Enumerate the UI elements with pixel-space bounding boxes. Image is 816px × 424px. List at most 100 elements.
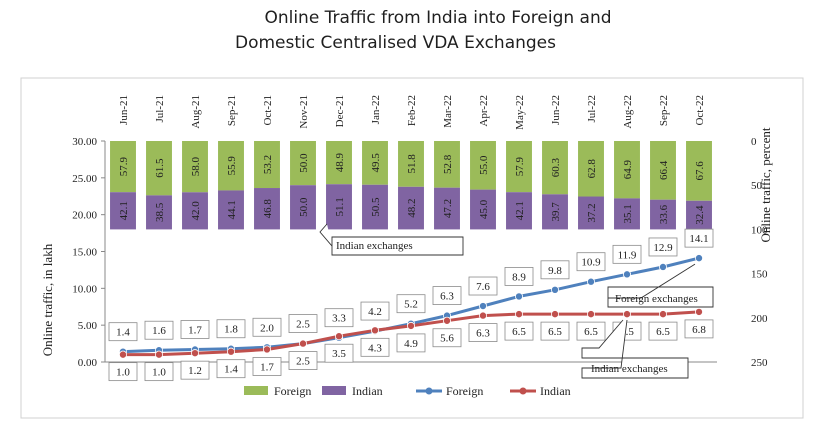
- left-tick-label: 0.00: [78, 357, 98, 369]
- bar-foreign-share: [686, 141, 712, 201]
- bar-label-foreign: 62.8: [586, 159, 598, 179]
- bar-indian-share: [650, 199, 676, 230]
- bar-label-foreign: 52.8: [442, 154, 454, 174]
- value-label-box: [504, 267, 534, 286]
- category-label: Oct-21: [262, 95, 274, 126]
- value-label-box: [288, 314, 318, 333]
- value-label: 6.5: [512, 326, 526, 338]
- value-label-box: [432, 328, 462, 348]
- legend-swatch-bar: [322, 386, 346, 395]
- line-point: [406, 321, 415, 330]
- value-label-box: [288, 351, 318, 370]
- bar-label-foreign: 66.4: [658, 160, 670, 180]
- category-label: Sep-21: [226, 95, 238, 126]
- value-label: 1.6: [152, 325, 166, 337]
- value-label: 5.2: [404, 299, 418, 311]
- line-point: [587, 277, 596, 286]
- bar-label-foreign: 50.0: [298, 153, 310, 173]
- bars-group: 57.9 42.1 Jun-21 61.5 38.5 Jul-21 58.0 42.0 Aug-…: [110, 95, 712, 230]
- line-point: [119, 350, 128, 359]
- bar-label-indian: 48.2: [406, 198, 418, 217]
- bar-label-foreign: 58.0: [190, 157, 202, 177]
- category-label: Jan-22: [370, 95, 382, 124]
- category-label: Sep-22: [658, 95, 670, 126]
- bar-label-indian: 42.0: [190, 201, 202, 221]
- left-tick-label: 10.00: [72, 283, 97, 295]
- value-label-box: [108, 322, 138, 342]
- line-point: [515, 310, 524, 319]
- value-label: 6.3: [440, 291, 454, 303]
- value-label: 11.9: [618, 249, 637, 261]
- bar-indian-share: [110, 192, 136, 230]
- value-label-box: [324, 308, 354, 328]
- value-label: 8.9: [512, 271, 526, 283]
- right-tick-label: 50: [751, 180, 763, 192]
- category-label: Mar-22: [442, 95, 454, 128]
- value-label-box: [180, 320, 210, 339]
- line-point: [190, 349, 199, 358]
- value-label: 3.3: [332, 313, 346, 325]
- value-label-box: [648, 321, 678, 341]
- bar-label-foreign: 55.0: [478, 155, 490, 175]
- value-label-box: [324, 343, 354, 363]
- value-label: 6.5: [548, 326, 562, 338]
- bar-indian-share: [542, 194, 568, 230]
- line-point: [442, 316, 451, 325]
- right-axis-title: Online traffic, percent: [758, 127, 773, 242]
- bar-indian-share: [290, 185, 316, 230]
- category-label: Jun-21: [118, 95, 130, 125]
- line-point: [587, 310, 596, 319]
- category-label: Dec-21: [334, 95, 346, 127]
- legend-swatch-marker: [425, 387, 433, 395]
- line-point: [298, 339, 307, 348]
- value-label-box: [468, 323, 498, 342]
- callout-foreign-line: [607, 263, 714, 308]
- value-label-box: [360, 337, 390, 357]
- callout-indian-bars: [319, 223, 464, 256]
- bar-label-indian: 32.4: [694, 205, 706, 225]
- category-label: Jun-22: [550, 95, 562, 125]
- line-point: [659, 310, 668, 319]
- value-label-box: [396, 333, 426, 353]
- bar-label-indian: 35.1: [622, 204, 634, 223]
- bar-label-indian: 44.1: [226, 200, 238, 219]
- value-label: 1.7: [260, 361, 274, 373]
- value-label: 3.5: [332, 348, 346, 360]
- bar-label-indian: 38.5: [154, 202, 166, 222]
- legend-label: Indian: [352, 384, 383, 398]
- value-label: 9.8: [548, 265, 562, 277]
- category-label: Jul-22: [586, 95, 598, 123]
- value-label: 4.3: [368, 342, 382, 354]
- bar-label-indian: 51.1: [334, 197, 346, 216]
- callout-text-indian-bars: Indian exchanges: [336, 240, 413, 252]
- value-label-box: [540, 260, 570, 280]
- bar-label-indian: 42.1: [514, 201, 526, 220]
- value-label-box: [144, 362, 174, 382]
- value-label-box: [252, 317, 282, 337]
- bar-label-indian: 37.2: [586, 203, 598, 222]
- value-label: 1.2: [188, 365, 202, 377]
- value-label-box: [684, 228, 714, 248]
- bar-indian-share: [614, 198, 640, 230]
- line-point: [154, 350, 163, 359]
- legend-group: Foreign Indian Foreign Indian: [244, 384, 571, 398]
- value-label: 7.6: [476, 281, 490, 293]
- right-tick-label: 150: [751, 269, 768, 281]
- left-tick-label: 20.00: [72, 210, 97, 222]
- category-label: Aug-21: [190, 95, 202, 129]
- left-axis-title: Online traffic, in lakh: [40, 243, 55, 356]
- line-point: [334, 332, 343, 341]
- category-label: Aug-22: [622, 95, 634, 129]
- bar-label-indian: 50.0: [298, 197, 310, 217]
- left-tick-label: 30.00: [72, 136, 97, 148]
- left-tick-label: 15.00: [72, 247, 97, 259]
- category-label: May-22: [514, 95, 526, 130]
- bar-indian-share: [218, 190, 244, 230]
- bar-foreign-share: [470, 141, 496, 190]
- plot-frame: [20, 77, 804, 419]
- legend-swatch-marker: [519, 387, 527, 395]
- right-tick-label: 200: [751, 313, 768, 325]
- callout-indian-line: [581, 319, 689, 379]
- line-point: [551, 285, 560, 294]
- value-label-box: [648, 237, 678, 257]
